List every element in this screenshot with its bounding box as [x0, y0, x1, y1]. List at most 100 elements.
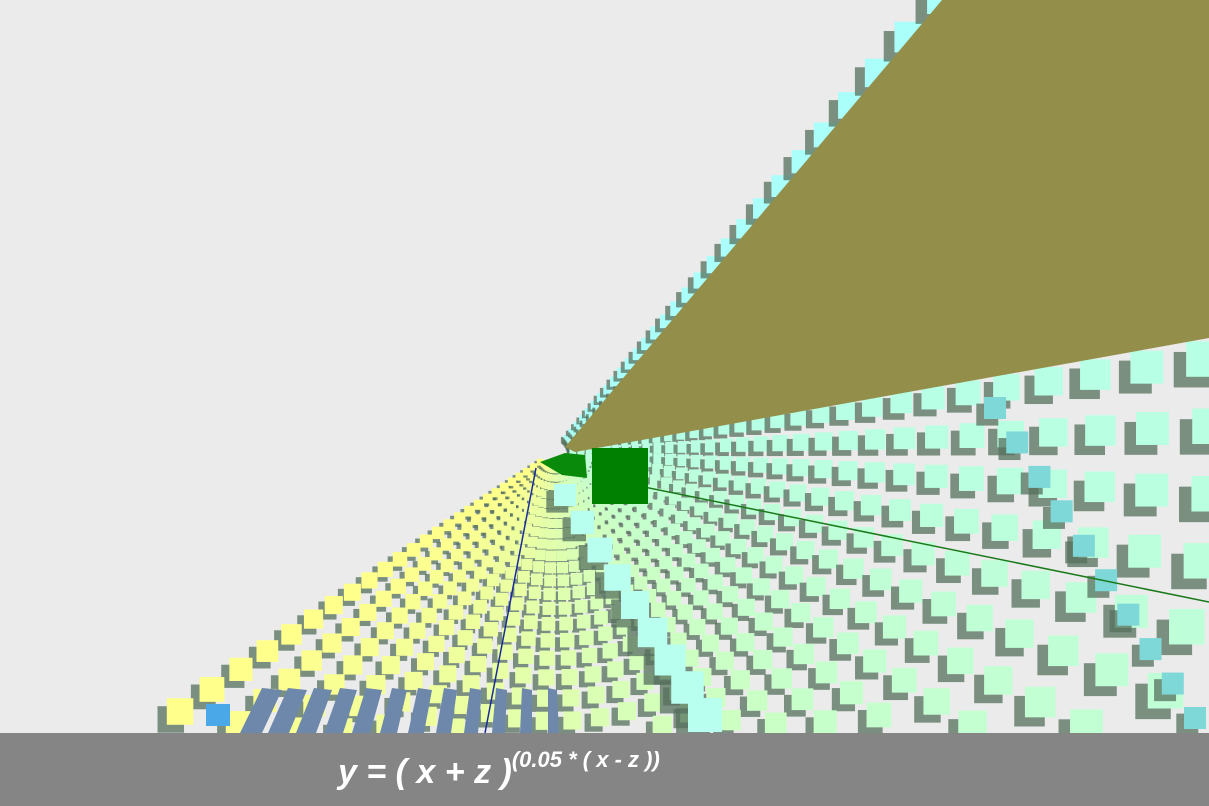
cube — [790, 408, 808, 426]
cube — [677, 604, 693, 620]
cube — [730, 538, 747, 555]
cube — [536, 538, 548, 549]
cube — [594, 610, 608, 625]
cube — [701, 634, 720, 652]
cube — [656, 516, 669, 529]
cube — [676, 427, 689, 440]
cube — [899, 579, 923, 603]
cube — [473, 599, 488, 614]
cube — [1028, 465, 1051, 488]
cube — [664, 429, 676, 442]
cube — [654, 644, 686, 676]
cube — [681, 649, 699, 667]
cube — [392, 552, 408, 567]
cube — [869, 568, 892, 591]
cube — [1095, 653, 1129, 687]
cube — [568, 560, 580, 572]
cube — [608, 518, 619, 529]
cube — [677, 441, 690, 453]
cube — [501, 499, 511, 509]
cube — [785, 566, 804, 585]
cube — [530, 526, 541, 537]
cube — [757, 526, 774, 543]
cube — [984, 397, 1006, 419]
cube-far — [436, 688, 457, 733]
cube — [621, 505, 632, 516]
cube — [1034, 367, 1063, 396]
cube — [359, 603, 377, 621]
cube — [528, 494, 537, 504]
cube — [617, 702, 637, 721]
cube — [543, 587, 556, 601]
cube — [432, 594, 448, 609]
cube — [704, 439, 718, 453]
cube — [828, 520, 848, 540]
cube — [612, 543, 625, 555]
cube — [521, 558, 533, 571]
cube — [512, 496, 522, 506]
cube — [281, 624, 302, 645]
cube — [488, 545, 500, 557]
cube — [705, 547, 721, 563]
cube — [570, 510, 595, 535]
cube-far — [492, 688, 507, 733]
cube — [923, 688, 950, 715]
cube — [576, 614, 591, 629]
cube — [592, 529, 603, 540]
cube — [199, 677, 225, 702]
cube — [439, 665, 457, 683]
cube — [663, 465, 675, 477]
formula-exponent: (0.05 * ( x - z )) — [511, 747, 660, 772]
cube — [555, 518, 565, 528]
cube — [806, 576, 826, 597]
cube — [1130, 350, 1164, 384]
cube — [1186, 341, 1209, 377]
cube — [813, 617, 834, 638]
cube — [889, 499, 911, 521]
cube — [523, 492, 532, 501]
cube — [404, 671, 423, 690]
cube-far — [352, 688, 382, 733]
cube-far — [324, 688, 357, 733]
cube — [540, 490, 549, 498]
cube — [473, 499, 484, 510]
cube — [493, 520, 504, 531]
cube — [450, 548, 464, 562]
cube — [601, 510, 612, 521]
cube — [617, 367, 628, 379]
cube — [429, 547, 443, 561]
cube — [890, 391, 913, 414]
cube — [559, 616, 574, 631]
cube — [540, 518, 550, 528]
cube — [737, 598, 755, 616]
cube — [377, 561, 393, 578]
cube — [839, 681, 864, 705]
cube — [602, 643, 618, 659]
cube — [594, 515, 605, 526]
cube — [717, 473, 732, 488]
cube — [557, 574, 570, 587]
cube — [947, 647, 974, 675]
cube — [764, 712, 787, 733]
surface-plane — [565, 0, 1209, 452]
cube — [229, 657, 253, 681]
cube — [324, 596, 343, 615]
cube — [692, 539, 706, 553]
cube — [944, 550, 970, 576]
cube — [1135, 473, 1169, 507]
cube — [805, 514, 824, 533]
cube — [700, 523, 715, 538]
cube — [838, 430, 859, 451]
cube — [457, 591, 472, 606]
cube — [843, 558, 864, 579]
cube — [542, 601, 556, 615]
cube — [558, 601, 572, 615]
cube — [514, 520, 525, 531]
cube — [646, 509, 658, 522]
cube — [301, 650, 322, 671]
cube — [565, 538, 576, 549]
cube — [814, 460, 833, 479]
cube — [659, 535, 672, 548]
cube — [499, 482, 509, 492]
cube — [451, 529, 464, 542]
